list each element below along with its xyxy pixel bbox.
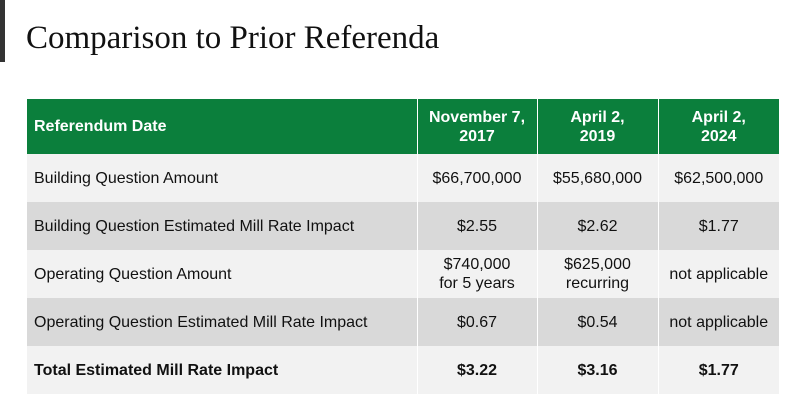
header-date-2019-line1: April 2, [570, 108, 625, 126]
cell-2019: $55,680,000 [536, 154, 658, 202]
header-date-2017: November 7, 2017 [416, 99, 537, 154]
cell-2019: $3.16 [536, 346, 658, 394]
cell-2019-line1: $625,000 [564, 256, 631, 273]
cell-2017-line2: for 5 years [439, 275, 515, 292]
cell-2019-line2: recurring [565, 275, 630, 292]
slide-accent-bar [0, 0, 5, 62]
header-date-2024-line2: 2024 [700, 127, 737, 145]
cell-2019: $0.54 [536, 298, 658, 346]
table-row-building-mill-rate: Building Question Estimated Mill Rate Im… [27, 202, 779, 250]
row-label: Total Estimated Mill Rate Impact [27, 346, 417, 394]
slide-title: Comparison to Prior Referenda [26, 20, 440, 56]
row-label: Building Question Amount [27, 154, 417, 202]
header-date-2024-line1: April 2, [691, 108, 746, 126]
table-row-operating-amount: Operating Question Amount $740,000 for 5… [27, 250, 779, 298]
header-date-2017-line1: November 7, [428, 108, 526, 126]
header-label-referendum-date: Referendum Date [27, 99, 417, 154]
header-row: Referendum Date November 7, 2017 April 2… [27, 99, 779, 154]
table-header: Referendum Date November 7, 2017 April 2… [27, 99, 779, 154]
cell-2019: $2.62 [536, 202, 658, 250]
row-label: Operating Question Estimated Mill Rate I… [27, 298, 417, 346]
cell-2019: $625,000 recurring [536, 250, 658, 298]
header-date-2019-line2: 2019 [579, 127, 616, 145]
table-row-operating-mill-rate: Operating Question Estimated Mill Rate I… [27, 298, 779, 346]
row-label: Operating Question Amount [27, 250, 417, 298]
cell-2017: $0.67 [416, 298, 537, 346]
header-date-2017-line2: 2017 [459, 127, 495, 145]
cell-2024: $1.77 [657, 202, 779, 250]
header-date-2019: April 2, 2019 [536, 99, 658, 154]
row-label: Building Question Estimated Mill Rate Im… [27, 202, 417, 250]
cell-2024: $62,500,000 [657, 154, 779, 202]
cell-2017: $740,000 for 5 years [416, 250, 537, 298]
table-row-building-amount: Building Question Amount $66,700,000 $55… [27, 154, 779, 202]
cell-2024: $1.77 [657, 346, 779, 394]
cell-2017: $3.22 [416, 346, 537, 394]
cell-2024: not applicable [657, 250, 779, 298]
table-row-total-mill-rate: Total Estimated Mill Rate Impact $3.22 $… [27, 346, 779, 394]
cell-2017: $2.55 [416, 202, 537, 250]
table-body: Building Question Amount $66,700,000 $55… [27, 154, 779, 394]
cell-2017-line1: $740,000 [443, 256, 511, 273]
referenda-comparison-table: Referendum Date November 7, 2017 April 2… [27, 99, 779, 394]
cell-2024: not applicable [657, 298, 779, 346]
cell-2017: $66,700,000 [416, 154, 537, 202]
header-date-2024: April 2, 2024 [657, 99, 779, 154]
